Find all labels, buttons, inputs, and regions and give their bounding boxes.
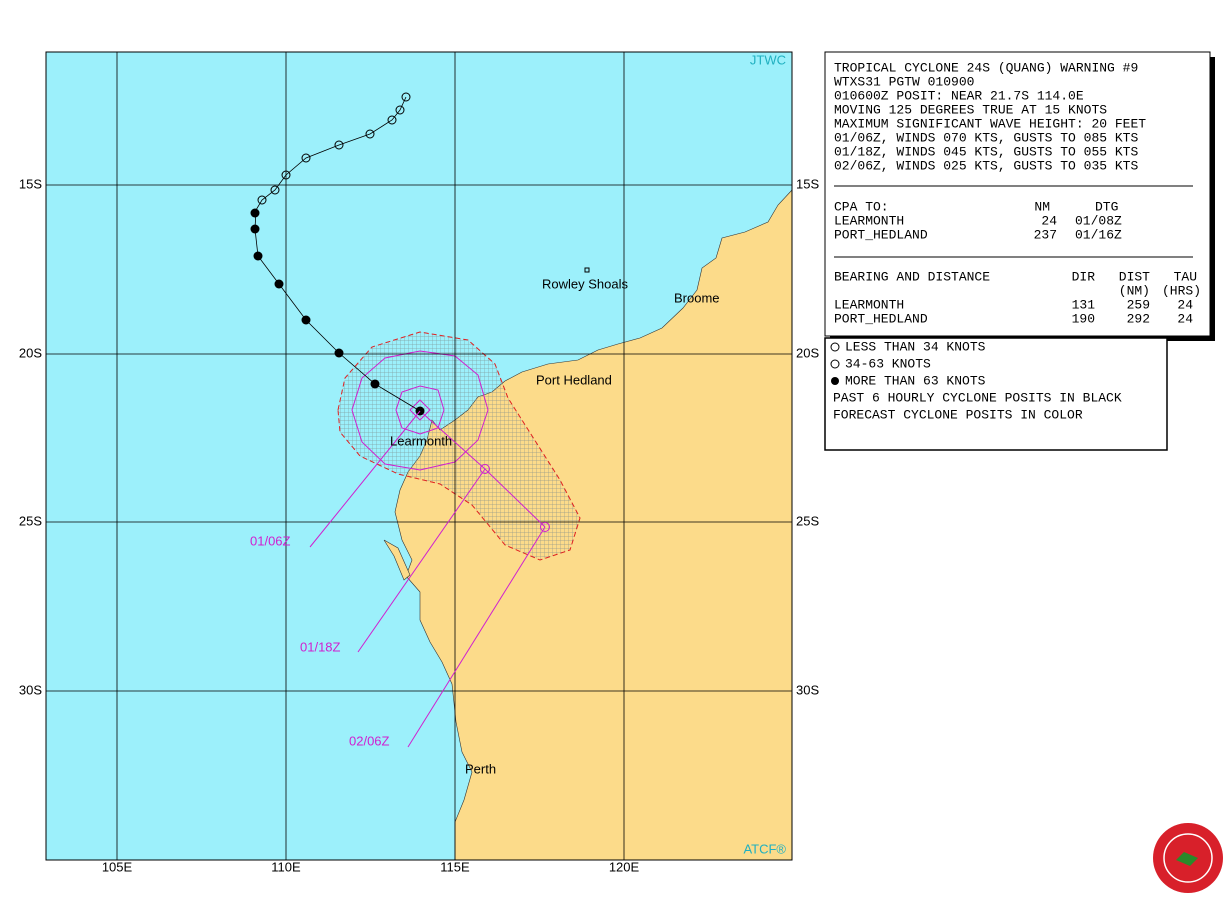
legend-icon (830, 359, 840, 369)
warning-box (824, 51, 1211, 337)
table-cell: 131 (1072, 297, 1096, 312)
warning-line: 01/18Z, WINDS 045 KTS, GUSTS TO 055 KTS (834, 144, 1138, 159)
table-header: (NM) (1119, 283, 1150, 298)
lat-label: 15S (19, 176, 42, 191)
track-point (274, 279, 284, 289)
table-cell: 24 (1041, 213, 1057, 228)
table-cell: 190 (1072, 311, 1095, 326)
track-point (253, 251, 263, 261)
table-header: DIR (1072, 269, 1096, 284)
legend-box (824, 337, 1168, 451)
legend-icon (831, 377, 839, 385)
table-cell: 01/08Z (1075, 213, 1122, 228)
warning-line: MAXIMUM SIGNIFICANT WAVE HEIGHT: 20 FEET (834, 116, 1146, 131)
table-header: NM (1034, 199, 1050, 214)
table-cell: 24 (1177, 297, 1193, 312)
warning-line: WTXS31 PGTW 010900 (834, 74, 974, 89)
warning-line: 01/06Z, WINDS 070 KTS, GUSTS TO 085 KTS (834, 130, 1138, 145)
table-header: DTG (1095, 199, 1118, 214)
lat-label: 15S (796, 176, 819, 191)
lon-label: 115E (440, 859, 470, 874)
lat-label: 20S (796, 345, 819, 360)
track-point (301, 153, 311, 163)
place-label: Broome (674, 290, 720, 305)
track-point (334, 140, 344, 150)
table-header: TAU (1174, 269, 1197, 284)
lat-label: 30S (796, 682, 819, 697)
warning-line: 02/06Z, WINDS 025 KTS, GUSTS TO 035 KTS (834, 158, 1138, 173)
forecast-label: 02/06Z (349, 733, 390, 748)
track-point (370, 379, 380, 389)
table-cell: LEARMONTH (834, 213, 904, 228)
table-header: CPA TO: (834, 199, 889, 214)
corner-label: ATCF® (743, 841, 786, 856)
track-point (301, 315, 311, 325)
warning-line: MOVING 125 DEGREES TRUE AT 15 KNOTS (834, 102, 1107, 117)
label-leaders (309, 410, 546, 748)
track-point (250, 208, 260, 218)
legend-icon (830, 342, 840, 352)
warning-line: TROPICAL CYCLONE 24S (QUANG) WARNING #9 (834, 60, 1138, 75)
track-point (270, 185, 280, 195)
lon-label: 120E (609, 859, 640, 874)
track-point (250, 224, 260, 234)
table-cell: PORT_HEDLAND (834, 227, 928, 242)
legend-item: LESS THAN 34 KNOTS (845, 339, 986, 354)
forecast-label: 01/06Z (250, 533, 291, 548)
forecast-label: 01/18Z (300, 639, 341, 654)
lon-label: 105E (102, 859, 133, 874)
lat-label: 25S (19, 513, 42, 528)
place-label: Port Hedland (536, 372, 612, 387)
legend-item: FORECAST CYCLONE POSITS IN COLOR (833, 407, 1083, 422)
table-cell: 237 (1034, 227, 1057, 242)
legend-item: 34-63 KNOTS (845, 356, 931, 371)
track-point (401, 92, 411, 102)
corner-label: JTWC (750, 52, 786, 67)
track-point (395, 105, 405, 115)
table-cell: 292 (1127, 311, 1150, 326)
forecast-point (540, 522, 550, 532)
track-point (387, 115, 397, 125)
island (383, 539, 411, 581)
lat-label: 25S (796, 513, 819, 528)
track-points (250, 92, 550, 532)
place-label: Rowley Shoals (542, 276, 628, 291)
logo (1153, 823, 1223, 893)
lat-label: 30S (19, 682, 42, 697)
warning-line: 010600Z POSIT: NEAR 21.7S 114.0E (834, 88, 1084, 103)
place-label: Learmonth (390, 433, 452, 448)
table-cell: LEARMONTH (834, 297, 904, 312)
track-point (365, 129, 375, 139)
track-point (257, 195, 267, 205)
forecast-point (480, 464, 490, 474)
track-line (254, 96, 421, 412)
table-header: DIST (1119, 269, 1150, 284)
track-point (281, 170, 291, 180)
lon-label: 110E (271, 859, 301, 874)
table-header: (HRS) (1162, 283, 1201, 298)
place-label: Perth (465, 761, 496, 776)
map-frame (45, 51, 793, 861)
legend-item: MORE THAN 63 KNOTS (845, 373, 986, 388)
grid (46, 52, 792, 860)
table-cell: 259 (1127, 297, 1150, 312)
table-cell: PORT_HEDLAND (834, 311, 928, 326)
table-header: BEARING AND DISTANCE (834, 269, 990, 284)
table-cell: 24 (1177, 311, 1193, 326)
legend-item: PAST 6 HOURLY CYCLONE POSITS IN BLACK (833, 390, 1122, 405)
track-point (334, 348, 344, 358)
table-cell: 01/16Z (1075, 227, 1122, 242)
place-marker (584, 267, 590, 273)
lat-label: 20S (19, 345, 42, 360)
